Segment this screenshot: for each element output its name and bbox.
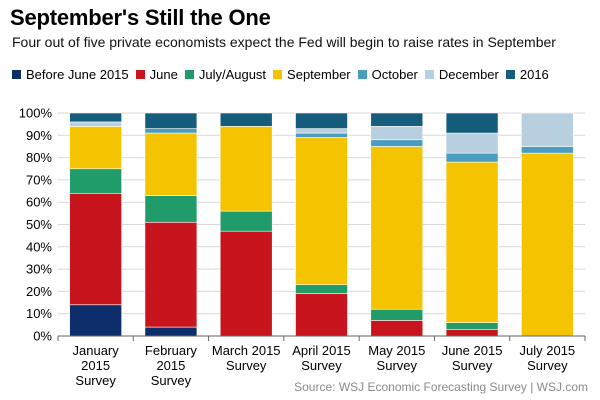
bar-segment xyxy=(144,128,198,134)
x-tick-label-line: Survey xyxy=(527,358,568,373)
bar-segment xyxy=(370,126,424,141)
x-tick-label-line: Survey xyxy=(452,358,493,373)
x-tick-label-line: April 2015 xyxy=(292,343,351,358)
bar-segment xyxy=(219,112,273,127)
bar-segment xyxy=(219,210,273,232)
bar-segment xyxy=(295,112,348,129)
legend-label: 2016 xyxy=(519,67,549,82)
y-tick-label: 20% xyxy=(26,284,52,299)
legend-item: June xyxy=(135,67,178,82)
chart-source: Source: WSJ Economic Forecasting Survey … xyxy=(294,380,588,394)
legend-item: Before June 2015 xyxy=(12,67,129,82)
x-tick-label: March 2015 Survey xyxy=(212,343,281,373)
bar-segment xyxy=(144,326,198,337)
legend-swatch xyxy=(184,70,194,79)
bar-segment xyxy=(295,137,348,286)
x-tick-label: April 2015 Survey xyxy=(292,343,351,373)
bar-segment xyxy=(370,139,424,147)
bar-segment xyxy=(370,320,424,337)
bar-segment xyxy=(445,132,499,154)
legend-item: September xyxy=(273,67,351,82)
y-tick-label: 100% xyxy=(19,106,53,121)
legend-swatch xyxy=(273,70,283,79)
x-tick-label-line: July 2015 xyxy=(520,343,576,358)
x-tick-label: July 2015 Survey xyxy=(520,343,576,373)
y-tick-label: 0% xyxy=(33,329,52,344)
bar-segment xyxy=(295,284,348,294)
x-tick-label-line: Survey xyxy=(301,358,342,373)
y-tick-label: 60% xyxy=(26,195,52,210)
x-tick-label-line: 2015 xyxy=(81,358,110,373)
legend-label: September xyxy=(287,67,351,82)
legend-item: July/August xyxy=(184,67,267,82)
bar-segment xyxy=(445,161,499,323)
x-tick-label-line: Survey xyxy=(151,373,192,388)
bar-segment xyxy=(445,329,499,337)
bar-segment xyxy=(69,192,122,306)
bar-segment xyxy=(521,152,574,337)
bar-segment xyxy=(69,126,122,170)
legend-swatch xyxy=(12,70,21,79)
bar-segment xyxy=(144,221,198,328)
bar-segment xyxy=(295,293,348,337)
y-tick-label: 10% xyxy=(26,306,52,321)
y-tick-label: 80% xyxy=(26,150,52,165)
bar-segment xyxy=(370,308,424,321)
bar-segment xyxy=(69,112,122,123)
x-tick-label-line: Survey xyxy=(377,358,418,373)
x-tick-label-line: May 2015 xyxy=(368,343,425,358)
x-tick-label-line: February xyxy=(145,343,198,358)
bar-segment xyxy=(521,146,574,154)
x-tick-label-line: June 2015 xyxy=(442,343,503,358)
legend-swatch xyxy=(135,70,145,79)
legend-swatch xyxy=(424,70,434,79)
x-tick-label-line: March 2015 xyxy=(212,343,281,358)
y-tick-label: 90% xyxy=(26,128,52,143)
legend-label: June xyxy=(149,67,178,82)
legend-label: December xyxy=(438,67,499,82)
y-tick-label: 50% xyxy=(26,217,52,232)
bar-segment xyxy=(445,152,499,163)
x-tick-label-line: Survey xyxy=(75,373,116,388)
legend-item: October xyxy=(357,67,418,82)
x-tick-label-line: January xyxy=(73,343,120,358)
bar-segment xyxy=(144,132,198,196)
legend-swatch xyxy=(505,70,515,79)
bar-segment xyxy=(69,304,122,337)
legend-swatch xyxy=(357,70,367,79)
x-tick-label: January 2015 Survey xyxy=(73,343,120,388)
x-tick-label-line: Survey xyxy=(226,358,267,373)
bar-segment xyxy=(69,168,122,194)
bar-segment xyxy=(69,121,122,127)
x-tick-label: June 2015 Survey xyxy=(442,343,503,373)
legend-item: December xyxy=(424,67,499,82)
bar-segment xyxy=(445,322,499,330)
bar-segment xyxy=(219,126,273,212)
y-tick-label: 30% xyxy=(26,262,52,277)
x-tick-label-line: 2015 xyxy=(156,358,185,373)
chart-subtitle: Four out of five private economists expe… xyxy=(12,34,556,50)
legend-label: Before June 2015 xyxy=(26,67,129,82)
bar-segment xyxy=(521,112,574,147)
x-tick-label: February 2015 Survey xyxy=(145,343,198,388)
bar-segment xyxy=(370,146,424,310)
x-tick-label: May 2015 Survey xyxy=(368,343,425,373)
y-tick-label: 40% xyxy=(26,239,52,254)
legend-label: October xyxy=(371,67,418,82)
bar-segment xyxy=(219,230,273,337)
bar-segment xyxy=(295,132,348,138)
y-tick-label: 70% xyxy=(26,172,52,187)
chart-legend: Before June 2015 June July/August September… xyxy=(12,67,556,82)
legend-item: 2016 xyxy=(505,67,549,82)
bar-segment xyxy=(144,195,198,223)
bar-segment xyxy=(445,112,499,134)
bar-segment xyxy=(144,112,198,129)
bar-segment xyxy=(295,128,348,134)
legend-label: July/August xyxy=(198,67,267,82)
chart-title: September's Still the One xyxy=(10,5,271,30)
bar-segment xyxy=(370,112,424,127)
